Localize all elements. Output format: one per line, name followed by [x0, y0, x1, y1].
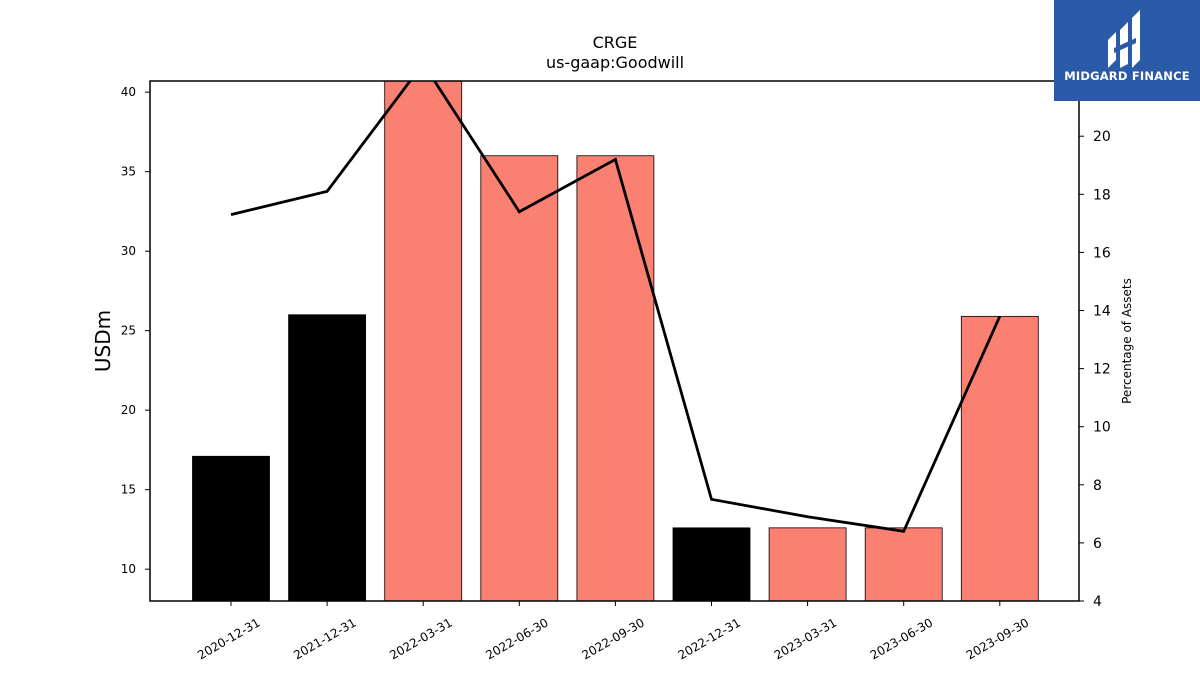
x-tick-label: 2022-09-30 [579, 615, 646, 662]
midgard-finance-logo: MIDGARD FINANCE [1054, 0, 1200, 101]
chart-title: CRGE [593, 33, 638, 52]
x-tick-label: 2021-12-31 [291, 615, 358, 662]
percentage-line [230, 81, 1002, 533]
y2-tick-label: 10 [1093, 420, 1111, 436]
y2-axis-ticks: 4 6 8 10 12 14 16 18 20 [1079, 129, 1111, 610]
y-tick-label: 15 [121, 483, 136, 497]
x-tick-label: 2023-03-31 [772, 615, 839, 662]
bar-2023-03-31 [768, 527, 847, 602]
bar-2022-03-31 [384, 80, 463, 602]
bar-2023-09-30 [960, 315, 1039, 602]
y-tick-label: 40 [121, 85, 136, 99]
y2-tick-label: 14 [1093, 303, 1111, 319]
x-tick-label: 2022-03-31 [387, 615, 454, 662]
bar-2023-06-30 [864, 527, 943, 602]
bar-2022-12-31 [672, 527, 751, 602]
chart-subtitle: us-gaap:Goodwill [546, 53, 684, 72]
y-axis-ticks: 10 15 20 25 30 35 40 [121, 85, 150, 576]
y2-tick-label: 8 [1093, 478, 1102, 494]
y-tick-label: 30 [121, 244, 136, 258]
y-tick-label: 10 [121, 562, 136, 576]
y2-tick-label: 4 [1093, 594, 1102, 610]
plot-frame [149, 80, 1080, 602]
logo-mark-icon [1108, 10, 1140, 68]
y2-tick-label: 18 [1093, 187, 1111, 203]
x-tick-label: 2023-06-30 [868, 615, 935, 662]
y2-tick-label: 16 [1093, 245, 1111, 261]
x-tick-label: 2022-06-30 [483, 615, 550, 662]
percentage-line-series [230, 81, 1002, 533]
y2-axis-label: Percentage of Assets [1120, 278, 1134, 404]
y-tick-label: 35 [121, 165, 136, 179]
x-tick-label: 2022-12-31 [676, 615, 743, 662]
y-tick-label: 20 [121, 403, 136, 417]
bar-2020-12-31 [192, 455, 270, 602]
y-tick-label: 25 [121, 324, 136, 338]
y2-tick-label: 20 [1093, 129, 1111, 145]
x-axis-ticks: 2020-12-31 2021-12-31 2022-03-31 2022-06-30… [195, 601, 1031, 662]
y2-tick-label: 6 [1093, 536, 1102, 552]
y2-tick-label: 12 [1093, 362, 1111, 378]
x-tick-label: 2023-09-30 [964, 615, 1031, 662]
y-axis-label: USDm [91, 310, 115, 372]
bar-2022-06-30 [480, 155, 559, 602]
bar-2021-12-31 [288, 314, 367, 602]
logo-text: MIDGARD FINANCE [1064, 69, 1190, 83]
bar-2022-09-30 [576, 155, 655, 602]
x-tick-label: 2020-12-31 [195, 615, 262, 662]
